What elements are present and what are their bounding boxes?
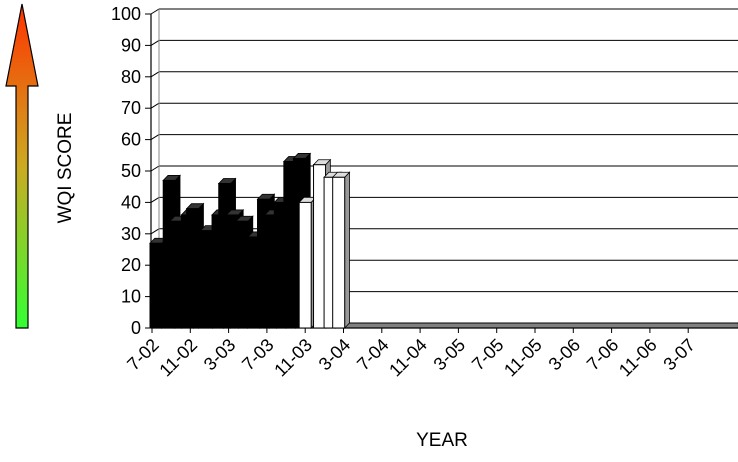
x-tick-label: 3-07 <box>659 335 699 375</box>
bar-front <box>200 230 214 329</box>
x-tick-label: 3-04 <box>315 335 355 375</box>
bar-front <box>332 176 346 329</box>
gridline-depth <box>150 102 160 109</box>
gridline-depth <box>150 71 160 78</box>
y-tick-label: 50 <box>121 161 141 181</box>
gridline-depth <box>150 8 160 15</box>
gridline-depth <box>150 39 160 46</box>
bar-front <box>298 201 312 329</box>
y-tick-label: 80 <box>121 67 141 87</box>
bar-front <box>235 220 249 329</box>
wqi-arrow-shape <box>5 3 39 329</box>
y-tick-label: 10 <box>121 287 141 307</box>
bars <box>149 152 351 329</box>
x-tick-label: 3-03 <box>200 335 240 375</box>
x-tick-label: 11-05 <box>500 335 546 381</box>
x-tick-label: 11-04 <box>385 335 431 381</box>
gradient-arrow <box>5 3 39 329</box>
x-tick-label: 3-06 <box>545 335 585 375</box>
x-tick-label: 11-06 <box>615 335 661 381</box>
y-tick-label: 40 <box>121 192 141 212</box>
y-tick-labels: 0 10 20 30 40 50 60 70 80 90 100 <box>111 4 141 338</box>
x-tick-label: 11-03 <box>270 335 316 381</box>
gridline-depth <box>150 228 160 235</box>
bar-side <box>344 171 350 329</box>
gridline-depth <box>150 134 160 141</box>
x-tick-label: 3-05 <box>430 335 470 375</box>
y-tick-label: 90 <box>121 35 141 55</box>
y-tick-label: 20 <box>121 255 141 275</box>
gridline-depth <box>150 165 160 172</box>
y-tick-label: 70 <box>121 98 141 118</box>
bar-front <box>186 208 200 329</box>
x-axis-title: YEAR <box>416 430 468 451</box>
y-tick-label: 100 <box>111 4 141 24</box>
bar-front <box>169 220 183 329</box>
y-tick-label: 60 <box>121 130 141 150</box>
y-tick-label: 30 <box>121 224 141 244</box>
gridline-depth <box>150 196 160 203</box>
bar <box>331 171 351 329</box>
y-axis-title: WQI SCORE <box>55 113 76 224</box>
x-tick-label: 11-02 <box>155 335 201 381</box>
x-tick-labels: 7-0211-023-037-0311-033-047-0411-043-057… <box>123 328 699 380</box>
y-tick-label: 0 <box>131 318 141 338</box>
bar-front <box>149 242 163 329</box>
